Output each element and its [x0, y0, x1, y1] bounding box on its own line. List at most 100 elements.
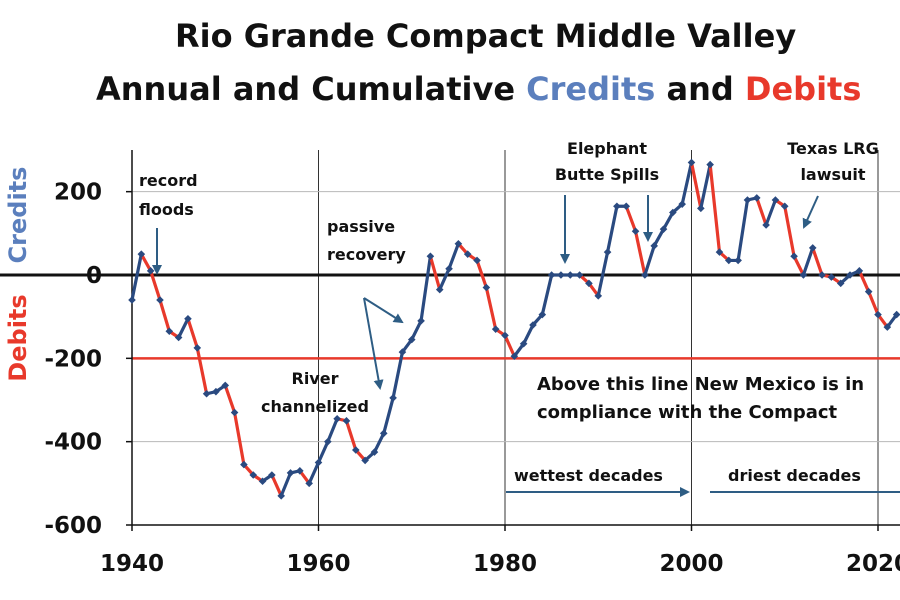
data-point	[137, 250, 146, 258]
data-point	[790, 252, 798, 261]
data-point	[426, 252, 435, 261]
y-axis-labels: Credits Debits	[4, 167, 32, 382]
y-tick-label: -400	[44, 430, 102, 456]
x-tick-label: 2020	[846, 551, 900, 577]
data-point	[174, 333, 183, 342]
series-segment	[139, 252, 153, 273]
debits-label: Debits	[4, 294, 32, 381]
data-point	[529, 321, 537, 329]
data-point	[622, 202, 631, 211]
data-point	[762, 221, 770, 229]
annotation-passive-recovery: passive recovery	[327, 217, 406, 264]
data-point	[454, 239, 463, 248]
data-point	[734, 256, 742, 265]
series-segment	[438, 267, 451, 292]
data-point	[379, 429, 388, 438]
series-segment	[699, 162, 712, 210]
data-points	[128, 158, 900, 500]
series-segment	[344, 419, 358, 452]
data-point	[324, 437, 332, 446]
data-point	[650, 242, 658, 250]
data-point	[463, 250, 472, 258]
series-segment	[661, 210, 675, 231]
data-point	[594, 292, 603, 300]
data-point	[547, 271, 556, 279]
data-point	[846, 271, 854, 279]
series-segment	[624, 204, 638, 233]
data-point	[296, 467, 304, 475]
y-tick-label: -200	[44, 346, 102, 372]
data-point	[333, 414, 341, 423]
y-tick-label: 200	[54, 180, 102, 206]
data-point	[603, 248, 612, 256]
series-segment	[130, 252, 143, 302]
data-point	[799, 271, 808, 279]
series-segment	[223, 383, 237, 415]
y-tick-label: -600	[44, 513, 102, 539]
series-segment	[307, 460, 321, 485]
series-segment	[783, 204, 796, 258]
data-point	[687, 158, 696, 167]
data-point	[249, 471, 258, 479]
x-tick-label: 1960	[286, 551, 350, 577]
series-segment	[680, 160, 694, 206]
title-part: Rio Grande Compact Middle Valley	[175, 17, 796, 55]
annotation-compliance-line: Above this line New Mexico is in	[537, 374, 864, 395]
series-segment	[270, 473, 283, 498]
data-point	[883, 323, 892, 331]
series-segment	[232, 410, 246, 467]
data-point	[613, 202, 621, 211]
series-segment	[867, 290, 880, 317]
data-point	[435, 285, 444, 294]
annotation-wettest-decades: wettest decades	[514, 466, 663, 485]
data-point	[277, 492, 285, 500]
x-tick-label: 1940	[100, 551, 164, 577]
series-segment	[633, 229, 647, 277]
title-part: Debits	[745, 70, 861, 108]
data-point	[725, 256, 733, 265]
title-part: Annual and Cumulative	[96, 70, 526, 108]
series-segment	[708, 162, 722, 254]
annotation-record-floods: record floods	[139, 171, 198, 219]
title-part: Credits	[526, 70, 655, 108]
series-segment	[186, 317, 199, 350]
series-segment	[764, 198, 778, 227]
annotation-texas-lrg-line: Texas LRG	[787, 139, 879, 158]
series-segment	[177, 317, 190, 340]
data-point	[706, 160, 714, 169]
series-segment	[652, 227, 666, 248]
data-point	[146, 267, 155, 275]
data-point	[855, 267, 864, 275]
data-point	[202, 389, 211, 398]
series-segment	[447, 242, 460, 271]
series-segment	[596, 250, 610, 298]
data-point	[780, 202, 789, 211]
annotation-elephant-butte: Elephant Butte Spills	[555, 139, 659, 184]
series-segment	[316, 440, 330, 465]
data-point	[864, 287, 873, 296]
data-point	[557, 271, 565, 279]
arrow-texas-lrg	[802, 195, 819, 229]
data-point	[156, 296, 164, 304]
data-point	[305, 479, 313, 488]
series-segment	[149, 269, 162, 302]
data-point	[398, 348, 407, 356]
series-segment	[736, 198, 750, 263]
series-segment	[857, 269, 871, 294]
y-tick-label: 0	[86, 263, 102, 289]
tick-labels: 2000-200-400-60019401960198020002020	[44, 180, 900, 577]
data-point	[193, 344, 202, 352]
data-point	[473, 256, 481, 265]
data-point	[892, 310, 900, 319]
data-point	[641, 271, 649, 279]
data-point	[286, 469, 295, 477]
x-tick-label: 1980	[473, 551, 537, 577]
data-point	[240, 460, 248, 469]
data-point	[342, 417, 351, 425]
series-segment	[643, 244, 656, 277]
data-point	[370, 448, 379, 456]
data-point	[268, 471, 276, 479]
data-point	[631, 227, 640, 236]
data-point	[566, 271, 575, 279]
data-point	[445, 264, 453, 273]
